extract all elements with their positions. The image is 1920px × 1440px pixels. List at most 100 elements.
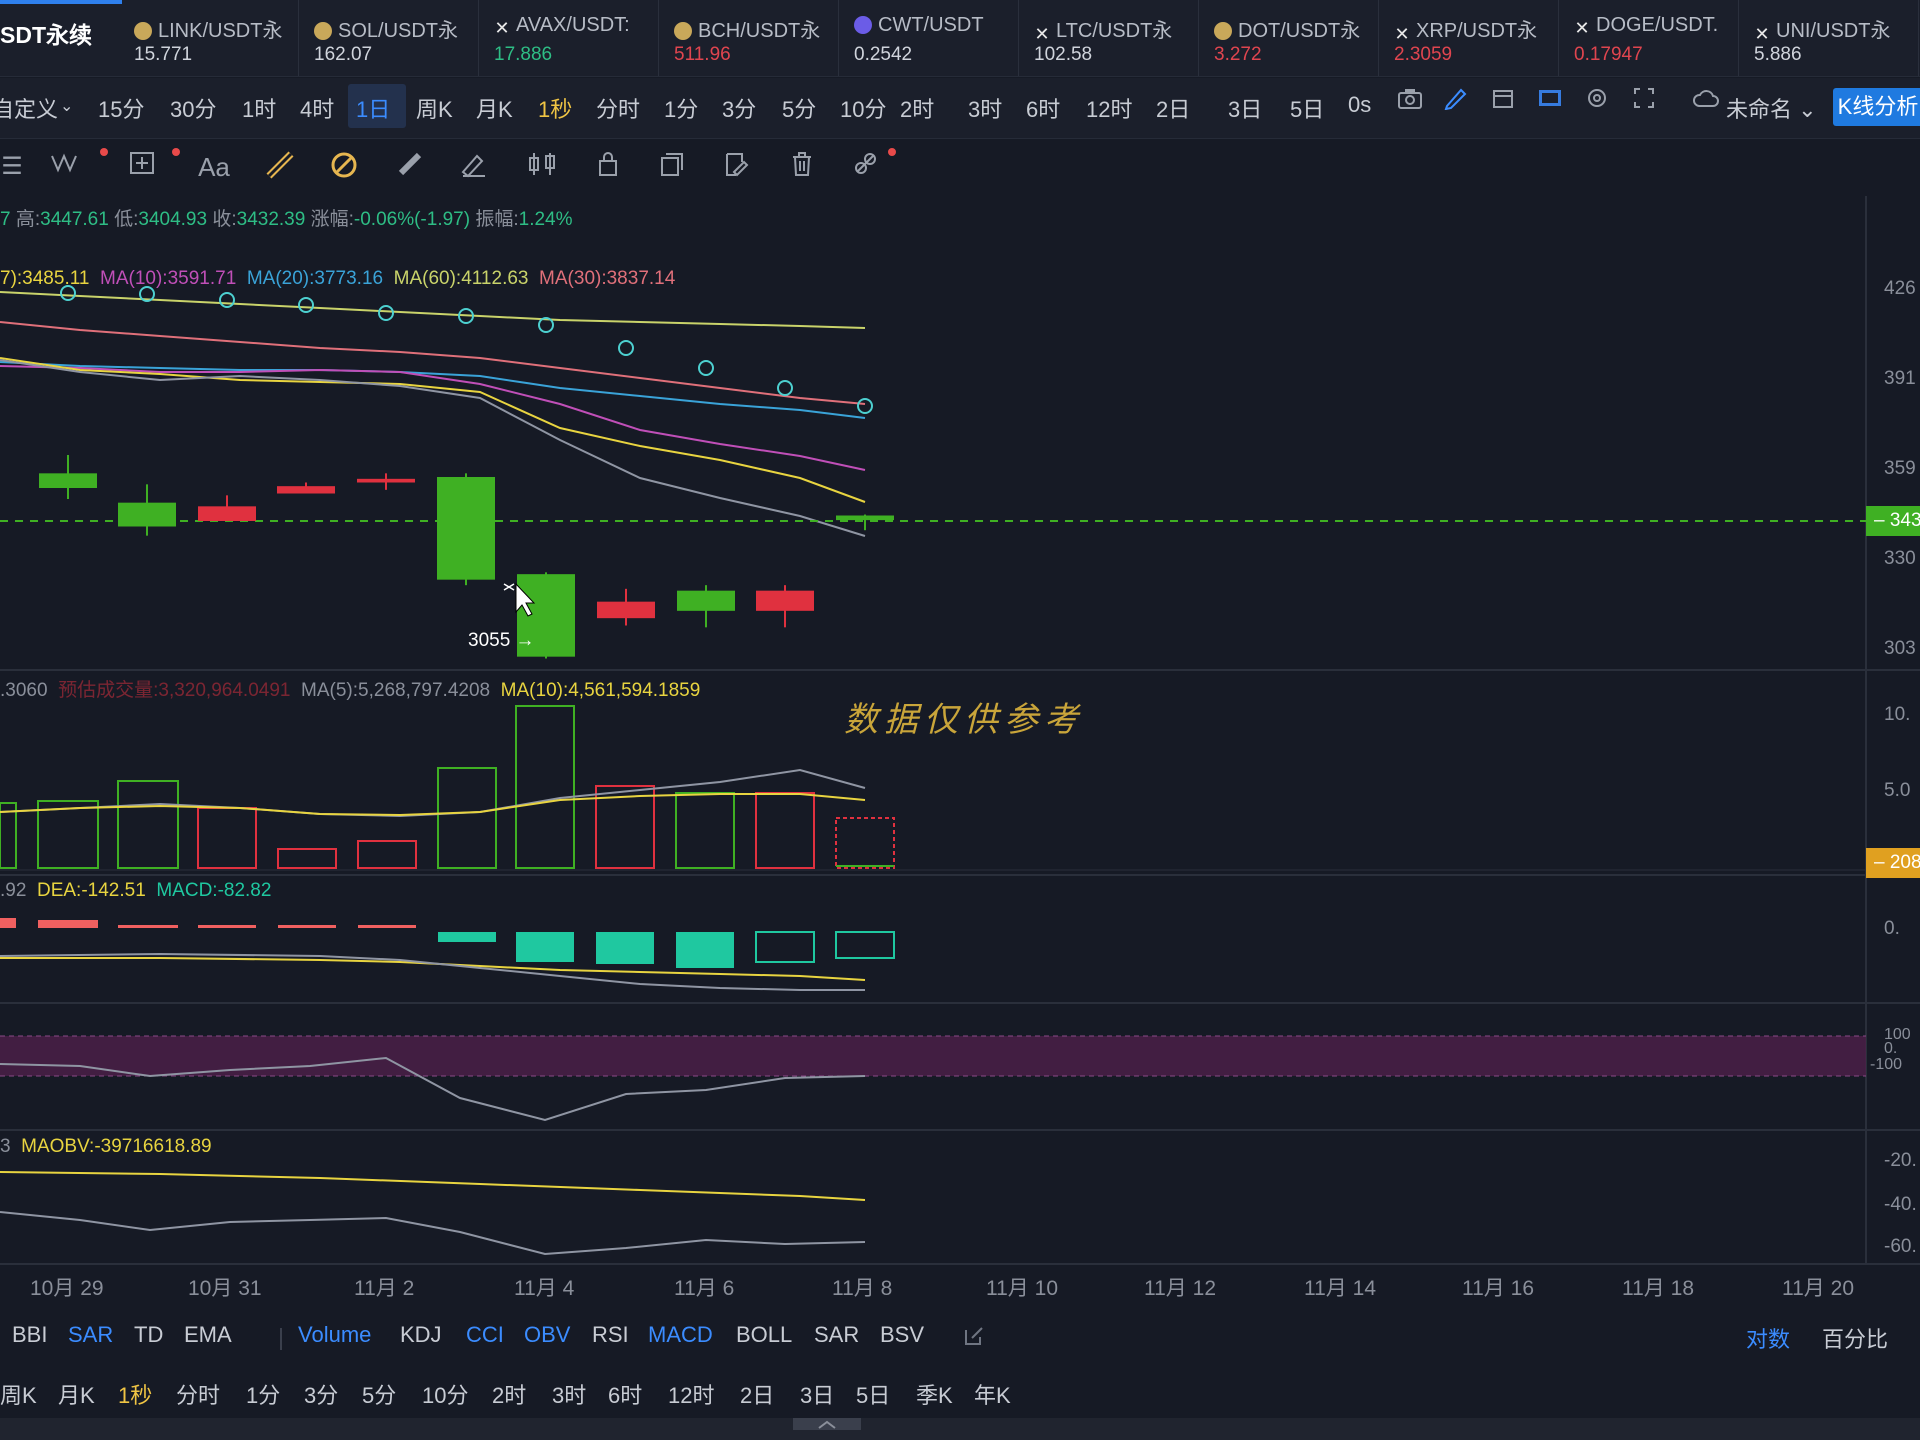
- collapse-handle[interactable]: [793, 1418, 861, 1430]
- current-symbol-tab[interactable]: SDT永续: [0, 22, 92, 48]
- ticker-tab[interactable]: DOT/USDT永 3.272: [1198, 0, 1379, 76]
- layout-name-dropdown[interactable]: 未命名 ⌄: [1726, 97, 1817, 122]
- bottom-timeframe-option[interactable]: 季K: [916, 1383, 953, 1408]
- bottom-timeframe-option[interactable]: 6时: [608, 1383, 643, 1408]
- settings-icon[interactable]: [1579, 86, 1615, 120]
- ticker-tab[interactable]: SOL/USDT永 162.07: [298, 0, 479, 76]
- edit-doc-icon[interactable]: [718, 150, 754, 184]
- timeframe-option[interactable]: 30分: [170, 97, 217, 122]
- timeframe-option[interactable]: 1分: [664, 97, 699, 122]
- ticker-tab[interactable]: ✕ DOGE/USDT. 0.17947: [1558, 0, 1739, 76]
- screen-icon[interactable]: [1532, 86, 1568, 120]
- timeframe-option[interactable]: 12时: [1086, 97, 1133, 122]
- timeframe-option[interactable]: 10分: [840, 97, 887, 122]
- ruler-diagonal-icon[interactable]: [262, 150, 298, 184]
- bottom-timeframe-option[interactable]: 年K: [974, 1383, 1011, 1408]
- timeframe-option[interactable]: 2日: [1156, 97, 1191, 122]
- bottom-timeframe-option[interactable]: 周K: [0, 1383, 37, 1408]
- timeframe-option[interactable]: 5分: [782, 97, 817, 122]
- obv-axis-label: -20.: [1884, 1150, 1917, 1171]
- ruler-icon[interactable]: [392, 150, 428, 184]
- timeframe-option[interactable]: 1时: [242, 97, 277, 122]
- timeframe-option[interactable]: 15分: [98, 97, 145, 122]
- indicator-boll[interactable]: BOLL: [736, 1322, 793, 1347]
- trash-icon[interactable]: [784, 150, 820, 184]
- timeframe-option[interactable]: 6时: [1026, 97, 1061, 122]
- timeframe-option[interactable]: 周K: [416, 97, 453, 122]
- bottom-timeframe-option[interactable]: 3时: [552, 1383, 587, 1408]
- ticker-symbol: DOGE/USDT.: [1596, 14, 1719, 36]
- pen-icon[interactable]: [1438, 86, 1474, 120]
- candles-tool-icon[interactable]: [524, 150, 560, 184]
- timeframe-option[interactable]: 3日: [1228, 97, 1263, 122]
- indicator-bbi[interactable]: BBI: [12, 1322, 48, 1347]
- chart-canvas[interactable]: [0, 196, 1920, 1266]
- ticker-tab[interactable]: ✕ LTC/USDT永 102.58: [1018, 0, 1199, 76]
- indicator-td[interactable]: TD: [134, 1322, 164, 1347]
- camera-icon[interactable]: [1392, 86, 1428, 120]
- indicator-rsi[interactable]: RSI: [592, 1322, 629, 1347]
- bottom-timeframe-option[interactable]: 10分: [422, 1383, 469, 1408]
- ticker-tab[interactable]: ✕ XRP/USDT永 2.3059: [1378, 0, 1559, 76]
- ticker-tab[interactable]: ✕ UNI/USDT永 5.886: [1738, 0, 1919, 76]
- link-tool-icon[interactable]: [848, 150, 884, 184]
- bottom-timeframe-option[interactable]: 2日: [740, 1383, 775, 1408]
- bottom-timeframe-option[interactable]: 5日: [856, 1383, 891, 1408]
- text-tool-icon[interactable]: Aa: [198, 152, 230, 182]
- ticker-tab[interactable]: ✕ AVAX/USDT: 17.886: [478, 0, 659, 76]
- bottom-timeframe-option[interactable]: 3分: [304, 1383, 339, 1408]
- magnet-icon[interactable]: [326, 150, 362, 184]
- ticker-tab[interactable]: LINK/USDT永 15.771: [118, 0, 299, 76]
- timeframe-option[interactable]: 1秒: [538, 97, 573, 122]
- k-analysis-button[interactable]: K线分析: [1833, 88, 1920, 126]
- menu-lines-icon[interactable]: ☰: [1, 153, 23, 180]
- timeframe-option[interactable]: 1日: [356, 97, 391, 122]
- bottom-timeframe-option[interactable]: 2时: [492, 1383, 527, 1408]
- indicator-sar[interactable]: SAR: [814, 1322, 860, 1347]
- bottom-timeframe-option[interactable]: 分时: [176, 1383, 221, 1408]
- indicator-ema[interactable]: EMA: [184, 1322, 232, 1347]
- notify-dot: [888, 148, 896, 156]
- timeframe-option[interactable]: 分时: [596, 97, 641, 122]
- bottom-timeframe-option[interactable]: 1秒: [118, 1383, 153, 1408]
- indicator-bsv[interactable]: BSV: [880, 1322, 925, 1347]
- indicator-macd[interactable]: MACD: [648, 1322, 713, 1347]
- copy-icon[interactable]: [654, 150, 690, 184]
- indicator-sar[interactable]: SAR: [68, 1322, 114, 1347]
- window-icon[interactable]: [1485, 86, 1521, 120]
- timeframe-option[interactable]: 0s: [1348, 92, 1372, 117]
- low-price-marker: 3055 →: [468, 630, 535, 651]
- crosshair-box-icon[interactable]: [124, 150, 160, 184]
- timeframe-option[interactable]: 3分: [722, 97, 757, 122]
- bottom-timeframe-option[interactable]: 3日: [800, 1383, 835, 1408]
- price-axis-label: 330: [1884, 548, 1916, 569]
- edit-indicators-icon[interactable]: [956, 1324, 992, 1358]
- ticker-tab[interactable]: BCH/USDT永 511.96: [658, 0, 839, 76]
- ticker-tab[interactable]: CWT/USDT 0.2542: [838, 0, 1019, 76]
- bottom-timeframe-option[interactable]: 12时: [668, 1383, 715, 1408]
- wave-tool-icon[interactable]: [50, 150, 86, 184]
- eraser-pen-icon[interactable]: [456, 150, 492, 184]
- percent-scale-toggle[interactable]: 百分比: [1822, 1327, 1889, 1352]
- lock-icon[interactable]: [590, 150, 626, 184]
- timeframe-option[interactable]: 月K: [476, 97, 513, 122]
- log-scale-toggle[interactable]: 对数: [1746, 1327, 1791, 1352]
- indicator-kdj[interactable]: KDJ: [400, 1322, 442, 1347]
- timeframe-option[interactable]: 5日: [1290, 97, 1325, 122]
- timeframe-option[interactable]: 4时: [300, 97, 335, 122]
- timeframe-option[interactable]: 3时: [968, 97, 1003, 122]
- cloud-icon[interactable]: [1688, 86, 1724, 120]
- bottom-timeframe-option[interactable]: 月K: [58, 1383, 95, 1408]
- timeframe-option[interactable]: 2时: [900, 97, 935, 122]
- indicator-volume[interactable]: Volume: [298, 1322, 372, 1347]
- volume-axis-label: 10.: [1884, 704, 1911, 725]
- coin-icon: [314, 22, 332, 40]
- selected-timeframe-highlight: [348, 84, 406, 128]
- bottom-timeframe-option[interactable]: 5分: [362, 1383, 397, 1408]
- date-label: 11月 18: [1622, 1277, 1694, 1300]
- indicator-obv[interactable]: OBV: [524, 1322, 571, 1347]
- bottom-timeframe-option[interactable]: 1分: [246, 1383, 281, 1408]
- custom-timeframe-dropdown[interactable]: 自定义: [0, 97, 59, 122]
- fullscreen-icon[interactable]: [1626, 86, 1662, 120]
- indicator-cci[interactable]: CCI: [466, 1322, 504, 1347]
